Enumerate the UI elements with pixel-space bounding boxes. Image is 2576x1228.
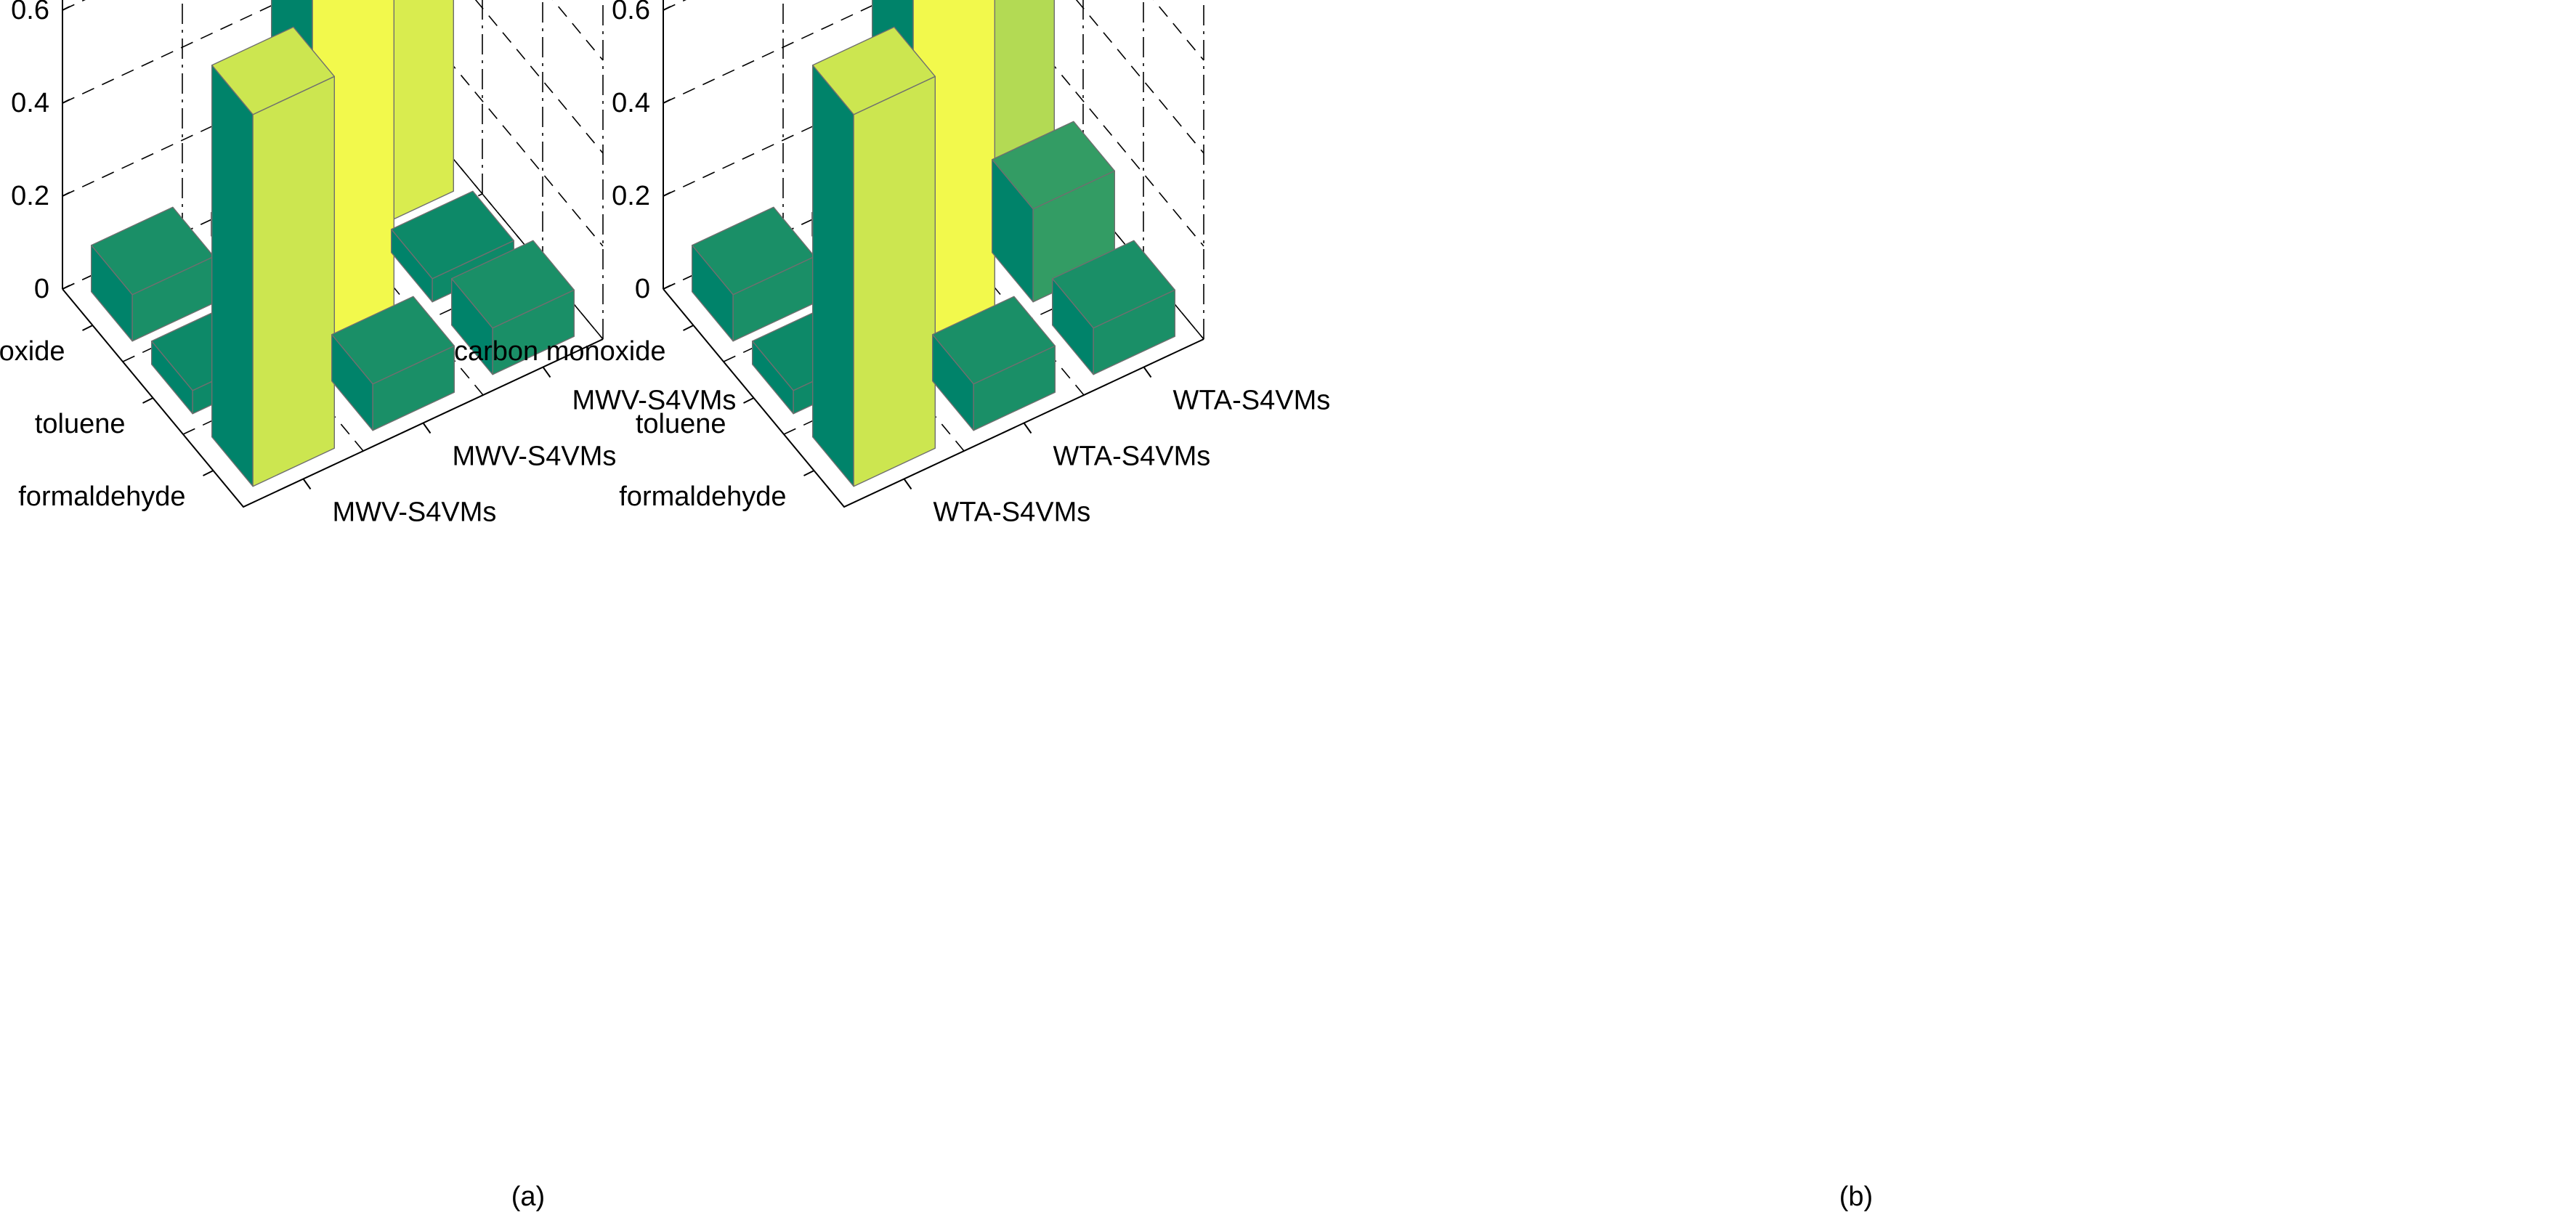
row-label: formaldehyde: [619, 481, 786, 512]
column-label: WTA-S4VMs: [1173, 386, 1331, 416]
bar: [331, 296, 455, 431]
tick-row: [683, 325, 694, 331]
bar-side-face: [211, 64, 254, 487]
tick-row: [803, 470, 814, 476]
bars: [90, 0, 575, 487]
bar: [451, 240, 575, 375]
tick-z: [663, 192, 671, 197]
bar: [1051, 240, 1176, 375]
bar-top-face: [90, 206, 214, 296]
row-label: carbon monoxide: [0, 336, 65, 367]
tick-label-z: 0.6: [612, 0, 650, 25]
tick-label-z: 0.2: [11, 181, 49, 211]
tick-row: [82, 325, 93, 331]
tick-label-z: 0.2: [612, 181, 650, 211]
tick-z: [62, 6, 70, 11]
tick-z: [663, 99, 671, 104]
column-label: WTA-S4VMs: [1053, 442, 1211, 472]
bar: [90, 206, 214, 342]
bar-top-face: [391, 190, 514, 280]
bar-top-face: [931, 296, 1056, 385]
chart-panel-b: 00.20.40.60.81formaldehydetoluenecarbon …: [454, 0, 1873, 1212]
axis-floor: [663, 288, 1204, 508]
bar-front-face: [853, 76, 936, 487]
tick-z: [62, 99, 70, 104]
axes: 00.20.40.60.81formaldehydetoluenecarbon …: [0, 0, 736, 528]
tick-column: [302, 478, 312, 490]
bar-top-face: [811, 26, 936, 115]
bar: [931, 296, 1056, 431]
tick-label-z: 0.4: [11, 88, 49, 118]
bars: [692, 0, 1176, 487]
bar-front-face: [252, 76, 335, 487]
tick-label-z: 0.6: [11, 0, 49, 25]
column-label: WTA-S4VMs: [933, 497, 1091, 528]
tick-column: [903, 478, 912, 490]
bar-top-face: [331, 296, 455, 385]
panel-caption: (b): [1839, 1182, 1873, 1212]
axes: 00.20.40.60.81formaldehydetoluenecarbon …: [454, 0, 1330, 528]
tick-column: [1023, 422, 1032, 434]
bar-top-face: [1051, 240, 1176, 329]
bar-top-face: [991, 121, 1116, 210]
tick-label-z: 0.4: [612, 88, 650, 118]
tick-column: [1143, 366, 1152, 378]
bar: [692, 206, 816, 342]
column-label: MWV-S4VMs: [572, 386, 737, 416]
bar: [811, 26, 936, 487]
tick-row: [142, 397, 153, 404]
bar-top-face: [211, 26, 335, 115]
row-label: formaldehyde: [18, 481, 185, 512]
panel-caption: (a): [511, 1182, 545, 1212]
column-label: MWV-S4VMs: [333, 497, 497, 528]
tick-row: [743, 397, 754, 404]
tick-row: [203, 470, 214, 476]
tick-z: [663, 285, 671, 290]
bar-top-face: [692, 206, 816, 296]
tick-z: [663, 6, 671, 11]
axis-floor: [62, 288, 604, 508]
bar-top-face: [451, 240, 575, 329]
bar-side-face: [811, 64, 854, 487]
tick-z: [62, 285, 70, 290]
bar: [211, 26, 335, 487]
tick-column: [542, 366, 551, 378]
row-label: carbon monoxide: [454, 336, 666, 367]
tick-z: [62, 192, 70, 197]
column-label: MWV-S4VMs: [453, 442, 617, 472]
row-label: toluene: [636, 409, 726, 439]
chart-panel-a: 00.20.40.60.81formaldehydetoluenecarbon …: [0, 0, 736, 1212]
tick-label-z: 0: [34, 274, 49, 304]
row-label: toluene: [35, 409, 126, 439]
tick-column: [422, 422, 432, 434]
tick-label-z: 0: [635, 274, 650, 304]
